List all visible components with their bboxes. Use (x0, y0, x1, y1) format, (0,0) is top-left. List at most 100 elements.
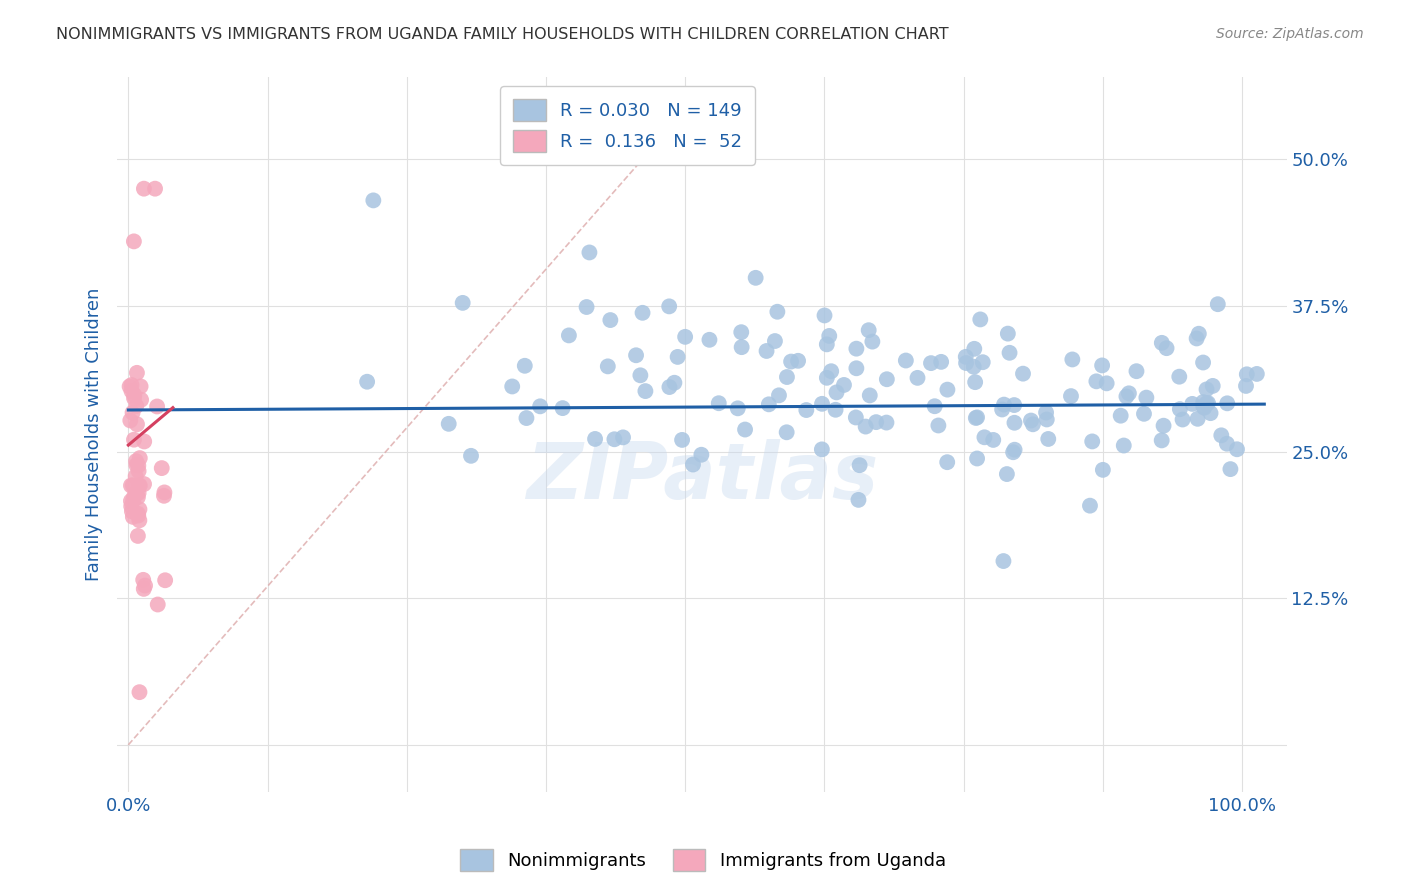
Point (603, 432, 626, 446)
Point (1060, 389, 1083, 403)
Point (666, 350, 689, 364)
Point (966, 451, 988, 466)
Point (122, 388, 145, 402)
Point (859, 388, 882, 402)
Text: ZIPatlas: ZIPatlas (526, 440, 877, 516)
Point (758, 397, 780, 411)
Point (128, 464, 150, 478)
Point (1195, 396, 1218, 410)
Point (955, 350, 977, 364)
Point (356, 375, 378, 389)
Point (128, 513, 150, 527)
Point (583, 432, 606, 446)
Point (118, 379, 141, 393)
Point (120, 478, 142, 492)
Point (128, 478, 150, 492)
Point (132, 477, 155, 491)
Point (824, 402, 846, 417)
Point (529, 400, 551, 414)
Point (1125, 364, 1147, 378)
Point (1038, 432, 1060, 446)
Point (832, 378, 855, 392)
Point (153, 485, 176, 500)
Point (973, 430, 995, 444)
Point (1168, 402, 1191, 417)
Point (121, 378, 143, 392)
Point (848, 492, 870, 507)
Point (981, 433, 1004, 447)
Point (1002, 445, 1025, 459)
Point (460, 449, 482, 463)
Point (1153, 418, 1175, 433)
Legend: Nonimmigrants, Immigrants from Uganda: Nonimmigrants, Immigrants from Uganda (453, 842, 953, 879)
Point (1197, 396, 1219, 410)
Point (936, 383, 959, 397)
Point (1206, 297, 1229, 311)
Point (811, 397, 834, 411)
Legend: R = 0.030   N = 149, R =  0.136   N =  52: R = 0.030 N = 149, R = 0.136 N = 52 (501, 87, 755, 165)
Point (1234, 379, 1257, 393)
Point (865, 415, 887, 429)
Point (780, 354, 803, 368)
Point (1012, 367, 1035, 381)
Point (127, 458, 149, 473)
Point (134, 578, 156, 592)
Point (787, 353, 810, 368)
Point (875, 416, 897, 430)
Point (1236, 368, 1258, 382)
Point (776, 370, 799, 384)
Point (451, 296, 474, 310)
Point (699, 333, 721, 347)
Point (599, 313, 621, 327)
Point (125, 454, 148, 468)
Point (995, 467, 1018, 481)
Point (122, 433, 145, 447)
Point (1150, 335, 1173, 350)
Point (963, 359, 986, 374)
Point (1192, 395, 1215, 409)
Point (146, 598, 169, 612)
Point (1022, 417, 1045, 432)
Point (1199, 406, 1222, 420)
Point (876, 372, 898, 386)
Point (121, 504, 143, 518)
Point (363, 194, 385, 208)
Point (1062, 352, 1084, 367)
Point (631, 306, 654, 320)
Point (673, 330, 696, 344)
Point (1135, 391, 1157, 405)
Point (1081, 434, 1104, 449)
Point (924, 399, 946, 413)
Point (727, 401, 749, 416)
Text: NONIMMIGRANTS VS IMMIGRANTS FROM UGANDA FAMILY HOUSEHOLDS WITH CHILDREN CORRELAT: NONIMMIGRANTS VS IMMIGRANTS FROM UGANDA … (56, 27, 949, 42)
Point (551, 401, 574, 416)
Point (578, 245, 600, 260)
Point (125, 366, 148, 380)
Point (707, 396, 730, 410)
Point (1171, 412, 1194, 426)
Point (153, 574, 176, 588)
Point (1036, 412, 1059, 426)
Point (1095, 376, 1118, 391)
Point (612, 430, 634, 444)
Point (969, 312, 991, 326)
Point (129, 392, 152, 407)
Point (129, 379, 152, 393)
Point (121, 384, 143, 398)
Point (121, 406, 143, 420)
Point (965, 375, 987, 389)
Point (991, 402, 1014, 417)
Point (624, 348, 647, 362)
Point (858, 323, 880, 337)
Point (1085, 375, 1108, 389)
Point (437, 417, 460, 431)
Point (929, 355, 952, 369)
Text: Source: ZipAtlas.com: Source: ZipAtlas.com (1216, 27, 1364, 41)
Point (121, 509, 143, 524)
Point (120, 500, 142, 514)
Point (845, 361, 868, 376)
Point (744, 270, 766, 285)
Point (127, 529, 149, 543)
Point (966, 410, 988, 425)
Point (558, 328, 581, 343)
